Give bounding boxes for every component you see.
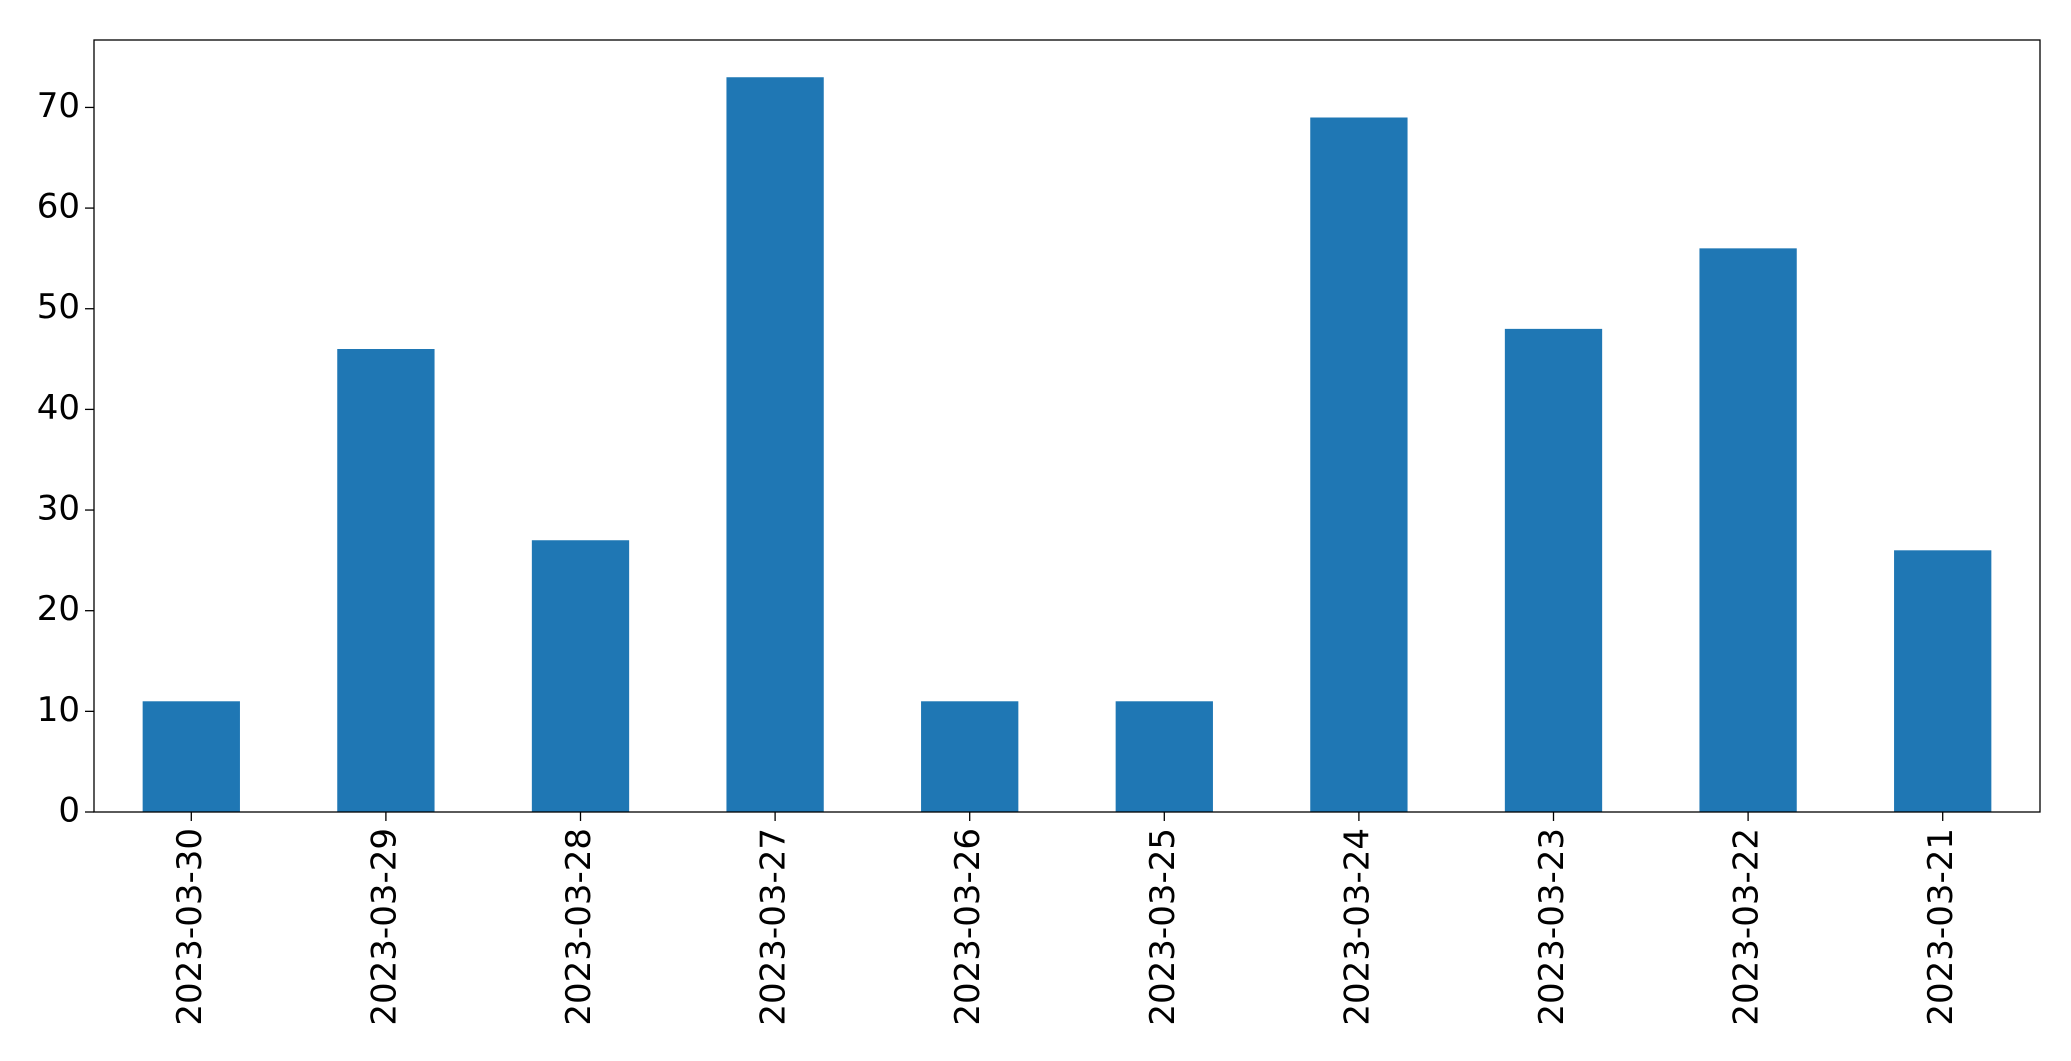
bar xyxy=(921,701,1019,812)
x-tick-label: 2023-03-21 xyxy=(1921,828,1961,1026)
x-tick-label: 2023-03-26 xyxy=(948,828,988,1026)
y-tick-label: 0 xyxy=(58,791,80,831)
bar xyxy=(1699,248,1797,812)
x-tick-label: 2023-03-27 xyxy=(754,828,794,1026)
bar xyxy=(1894,550,1992,812)
x-tick-label: 2023-03-25 xyxy=(1143,828,1183,1026)
bar xyxy=(337,349,435,812)
y-tick-label: 10 xyxy=(37,690,80,730)
x-tick-label: 2023-03-24 xyxy=(1337,828,1377,1026)
x-tick-label: 2023-03-30 xyxy=(170,828,210,1026)
x-tick-label: 2023-03-28 xyxy=(559,828,599,1026)
bar xyxy=(1504,328,1603,812)
x-tick-label: 2023-03-29 xyxy=(364,828,404,1026)
bar xyxy=(1310,117,1408,812)
bar xyxy=(531,540,630,812)
y-tick-label: 50 xyxy=(37,287,80,327)
y-tick-label: 40 xyxy=(37,388,80,428)
y-tick-label: 70 xyxy=(37,86,80,126)
x-tick-label: 2023-03-22 xyxy=(1727,828,1767,1026)
bar xyxy=(726,77,824,812)
y-tick-label: 30 xyxy=(37,489,80,529)
bar xyxy=(1115,701,1213,812)
y-tick-label: 20 xyxy=(37,589,80,629)
x-tick-label: 2023-03-23 xyxy=(1532,828,1572,1026)
plot-frame xyxy=(93,39,2041,813)
bar xyxy=(142,701,240,812)
y-tick-label: 60 xyxy=(37,187,80,227)
